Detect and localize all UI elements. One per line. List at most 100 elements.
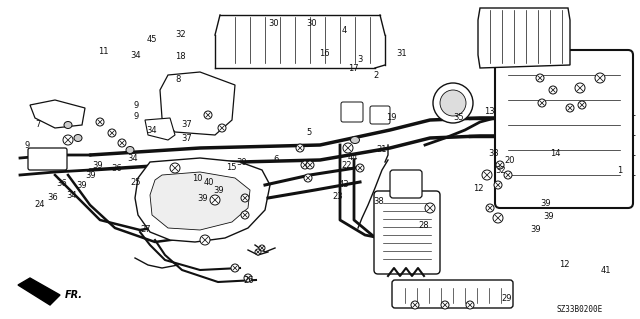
- Circle shape: [411, 301, 419, 309]
- FancyBboxPatch shape: [495, 50, 633, 208]
- Text: 40: 40: [204, 178, 214, 187]
- Text: 34: 34: [131, 51, 141, 60]
- Circle shape: [96, 118, 104, 126]
- Ellipse shape: [74, 135, 82, 142]
- Text: 44: 44: [348, 153, 358, 162]
- Text: 21: 21: [377, 145, 387, 154]
- Text: 16: 16: [319, 49, 330, 58]
- Circle shape: [486, 204, 494, 212]
- Text: 18: 18: [175, 52, 186, 61]
- Text: 39: 39: [198, 194, 208, 203]
- Circle shape: [504, 171, 512, 179]
- Text: 33: 33: [489, 149, 499, 158]
- Text: 36: 36: [57, 179, 67, 188]
- Circle shape: [231, 264, 239, 272]
- Circle shape: [301, 161, 309, 169]
- Text: 30: 30: [236, 158, 246, 167]
- Text: 12: 12: [474, 184, 484, 193]
- Circle shape: [204, 111, 212, 119]
- Circle shape: [536, 74, 544, 82]
- Polygon shape: [150, 172, 250, 230]
- Circle shape: [170, 163, 180, 173]
- Circle shape: [575, 83, 585, 93]
- Circle shape: [306, 161, 314, 169]
- Text: 39: 39: [214, 186, 224, 195]
- Text: 25: 25: [131, 178, 141, 187]
- Circle shape: [482, 170, 492, 180]
- Text: 39: 39: [86, 171, 96, 180]
- Circle shape: [441, 301, 449, 309]
- Text: 30: 30: [307, 19, 317, 28]
- Circle shape: [244, 274, 252, 282]
- Circle shape: [493, 213, 503, 223]
- Circle shape: [595, 73, 605, 83]
- Circle shape: [425, 203, 435, 213]
- Text: 7: 7: [36, 120, 41, 129]
- Circle shape: [578, 101, 586, 109]
- Ellipse shape: [351, 137, 360, 144]
- Text: 35: 35: [454, 113, 464, 122]
- Text: 45: 45: [147, 35, 157, 44]
- Ellipse shape: [64, 122, 72, 129]
- Text: 11: 11: [99, 48, 109, 56]
- Circle shape: [496, 161, 504, 169]
- Text: 36: 36: [47, 193, 58, 202]
- Text: 19: 19: [387, 113, 397, 122]
- Text: 39: 39: [76, 181, 86, 190]
- Text: 20: 20: [505, 156, 515, 165]
- Text: 27: 27: [141, 225, 151, 234]
- Circle shape: [63, 135, 73, 145]
- Circle shape: [440, 90, 466, 116]
- Circle shape: [210, 195, 220, 205]
- Text: 34: 34: [67, 191, 77, 200]
- Text: 9: 9: [134, 112, 139, 121]
- Text: 4: 4: [342, 26, 347, 35]
- Text: 5: 5: [307, 128, 312, 137]
- Text: 26: 26: [243, 276, 253, 285]
- Polygon shape: [160, 72, 235, 135]
- FancyBboxPatch shape: [390, 170, 422, 198]
- Text: 14: 14: [550, 149, 561, 158]
- Text: 30: 30: [269, 19, 279, 28]
- Text: 39: 39: [531, 225, 541, 234]
- Circle shape: [296, 144, 304, 152]
- Text: 17: 17: [348, 64, 358, 73]
- Text: 37: 37: [182, 134, 192, 143]
- Circle shape: [549, 86, 557, 94]
- Text: 3: 3: [358, 55, 363, 63]
- Text: 34: 34: [127, 154, 138, 163]
- Circle shape: [304, 174, 312, 182]
- Text: 24: 24: [35, 200, 45, 209]
- Circle shape: [466, 301, 474, 309]
- Circle shape: [566, 104, 574, 112]
- Circle shape: [343, 143, 353, 153]
- Text: 9: 9: [25, 141, 30, 150]
- Circle shape: [108, 129, 116, 137]
- Circle shape: [255, 249, 261, 255]
- Text: 29: 29: [502, 294, 512, 303]
- Text: 23: 23: [332, 192, 342, 201]
- Polygon shape: [478, 8, 570, 68]
- Text: 31: 31: [396, 49, 406, 58]
- Text: SZ33B0200E: SZ33B0200E: [557, 305, 603, 314]
- FancyBboxPatch shape: [370, 106, 390, 124]
- FancyBboxPatch shape: [28, 148, 67, 170]
- Text: 43: 43: [339, 180, 349, 189]
- Text: 6: 6: [274, 155, 279, 164]
- Circle shape: [118, 139, 126, 147]
- Text: 10: 10: [192, 174, 202, 183]
- FancyBboxPatch shape: [392, 280, 513, 308]
- Ellipse shape: [126, 146, 134, 153]
- Polygon shape: [135, 158, 270, 242]
- Text: 13: 13: [484, 107, 495, 115]
- Circle shape: [218, 124, 226, 132]
- FancyBboxPatch shape: [341, 102, 363, 122]
- Text: 34: 34: [147, 126, 157, 135]
- Text: 39: 39: [92, 161, 102, 170]
- Circle shape: [356, 164, 364, 172]
- Polygon shape: [18, 278, 60, 305]
- Text: 9: 9: [134, 101, 139, 110]
- Text: 41: 41: [601, 266, 611, 275]
- Circle shape: [433, 83, 473, 123]
- Circle shape: [241, 194, 249, 202]
